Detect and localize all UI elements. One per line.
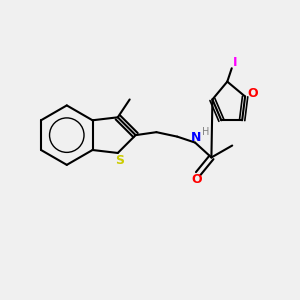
Text: O: O [247, 87, 258, 100]
Text: N: N [191, 131, 202, 144]
Text: H: H [202, 127, 209, 137]
Text: O: O [191, 173, 202, 186]
Text: S: S [115, 154, 124, 167]
Text: I: I [232, 56, 237, 69]
